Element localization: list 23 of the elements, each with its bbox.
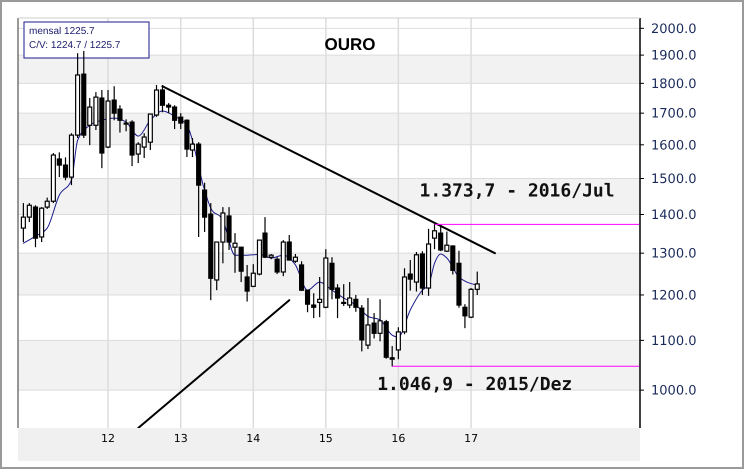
info-box: mensal 1225.7 C/V: 1224.7 / 1225.7 <box>24 22 150 58</box>
x-tick-label: 17 <box>464 432 478 445</box>
y-tick-label: 1000.0 <box>651 384 696 399</box>
y-tick-label: 1700.0 <box>651 106 696 122</box>
y-tick-label: 1200.0 <box>651 288 696 304</box>
y-tick-label: 1500.0 <box>651 172 696 188</box>
annotation: 1.373,7 - 2016/Jul <box>420 180 615 202</box>
y-tick-label: 1600.0 <box>651 138 696 154</box>
x-tick-label: 14 <box>246 432 260 445</box>
y-tick-label: 1300.0 <box>651 246 696 262</box>
y-tick-label: 1100.0 <box>651 334 696 349</box>
x-tick-label: 16 <box>391 432 406 445</box>
y-tick-label: 1400.0 <box>651 208 696 224</box>
y-tick-label: 1900.0 <box>651 48 696 64</box>
text: OURO <box>324 35 376 54</box>
x-tick-label: 13 <box>174 432 188 445</box>
x-tick-label: 12 <box>101 432 116 445</box>
x-tick-label: 15 <box>318 432 333 445</box>
annotation: 1.046,9 - 2015/Dez <box>377 374 572 396</box>
y-tick-label: 1800.0 <box>651 76 696 92</box>
annotation: mensal 1225.7 <box>29 26 96 37</box>
annotation: C/V: 1224.7 / 1225.7 <box>29 40 121 51</box>
y-tick-label: 2000.0 <box>651 22 696 37</box>
